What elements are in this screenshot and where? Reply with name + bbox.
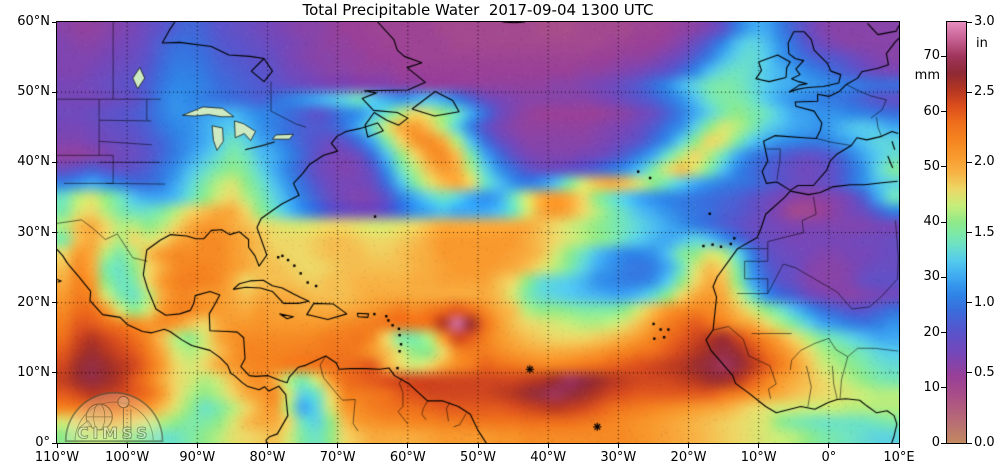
x-axis-label: 60°W bbox=[389, 450, 426, 465]
x-axis-tick bbox=[407, 444, 409, 448]
y-axis-label: 0° bbox=[35, 435, 50, 450]
colorbar-in-tick bbox=[967, 21, 972, 23]
colorbar-in-label: 3.0 bbox=[974, 14, 995, 29]
colorbar-mm-label: 0 bbox=[931, 435, 940, 450]
colorbar-mm-label: 60 bbox=[923, 103, 940, 119]
colorbar-in-tick bbox=[967, 232, 972, 233]
y-axis-label: 20°N bbox=[17, 294, 50, 310]
x-axis-label: 10°W bbox=[740, 450, 777, 465]
colorbar-mm-label: 50 bbox=[923, 158, 940, 174]
y-axis-label: 30°N bbox=[17, 224, 50, 240]
colorbar-in-label: 0.5 bbox=[974, 364, 995, 380]
colorbar-mm-label: 20 bbox=[923, 324, 940, 340]
figure-title: Total Precipitable Water 2017-09-04 1300… bbox=[302, 1, 654, 19]
y-axis-label: 50°N bbox=[17, 84, 50, 100]
x-axis-label: 40°W bbox=[530, 450, 567, 465]
x-axis-tick bbox=[688, 444, 689, 448]
colorbar-in-label: 2.0 bbox=[974, 154, 995, 170]
tpw-map-canvas bbox=[56, 21, 900, 444]
y-axis-label: 40°N bbox=[17, 154, 50, 170]
x-axis-label: 70°W bbox=[319, 450, 356, 465]
colorbar-in-tick bbox=[967, 372, 972, 374]
colorbar-in-unit: in bbox=[976, 36, 988, 51]
x-axis-label: 100°W bbox=[105, 450, 150, 465]
colorbar-canvas bbox=[946, 21, 967, 444]
colorbar-mm-label: 30 bbox=[923, 269, 940, 285]
x-axis-tick bbox=[898, 444, 900, 448]
colorbar-mm-label: 70 bbox=[923, 48, 940, 64]
colorbar-in-tick bbox=[967, 302, 972, 304]
x-axis-tick bbox=[126, 444, 128, 448]
x-axis-tick bbox=[196, 444, 198, 448]
x-axis-label: 80°W bbox=[249, 450, 286, 465]
x-axis-tick bbox=[267, 444, 268, 448]
x-axis-label: 0° bbox=[821, 450, 837, 465]
colorbar-in-tick bbox=[967, 442, 972, 444]
x-axis-label: 20°W bbox=[670, 450, 707, 465]
colorbar-in-tick bbox=[967, 91, 972, 93]
x-axis-tick bbox=[337, 444, 339, 448]
x-axis-label: 50°W bbox=[460, 450, 496, 465]
y-axis-label: 10°N bbox=[17, 364, 50, 380]
colorbar-in-tick bbox=[967, 161, 972, 163]
x-axis-tick bbox=[617, 444, 619, 448]
x-axis-tick bbox=[547, 444, 549, 448]
x-axis-label: 30°W bbox=[600, 450, 637, 465]
colorbar-in-label: 1.0 bbox=[974, 294, 995, 310]
colorbar-in-label: 1.5 bbox=[974, 224, 995, 240]
colorbar-mm-label: 10 bbox=[923, 379, 940, 395]
colorbar-in-label: 0.0 bbox=[974, 435, 995, 450]
y-axis-label: 60°N bbox=[17, 14, 50, 29]
colorbar-mm-unit: mm bbox=[914, 68, 940, 83]
x-axis-tick bbox=[477, 444, 479, 448]
x-axis-tick bbox=[56, 444, 58, 448]
x-axis-label: 90°W bbox=[179, 450, 216, 465]
colorbar-in-label: 2.5 bbox=[974, 84, 995, 100]
x-axis-label: 110°W bbox=[34, 450, 80, 465]
x-axis-label: 10°E bbox=[883, 450, 915, 465]
x-axis-tick bbox=[758, 444, 760, 448]
colorbar-mm-label: 40 bbox=[923, 214, 940, 229]
x-axis-tick bbox=[828, 444, 830, 448]
